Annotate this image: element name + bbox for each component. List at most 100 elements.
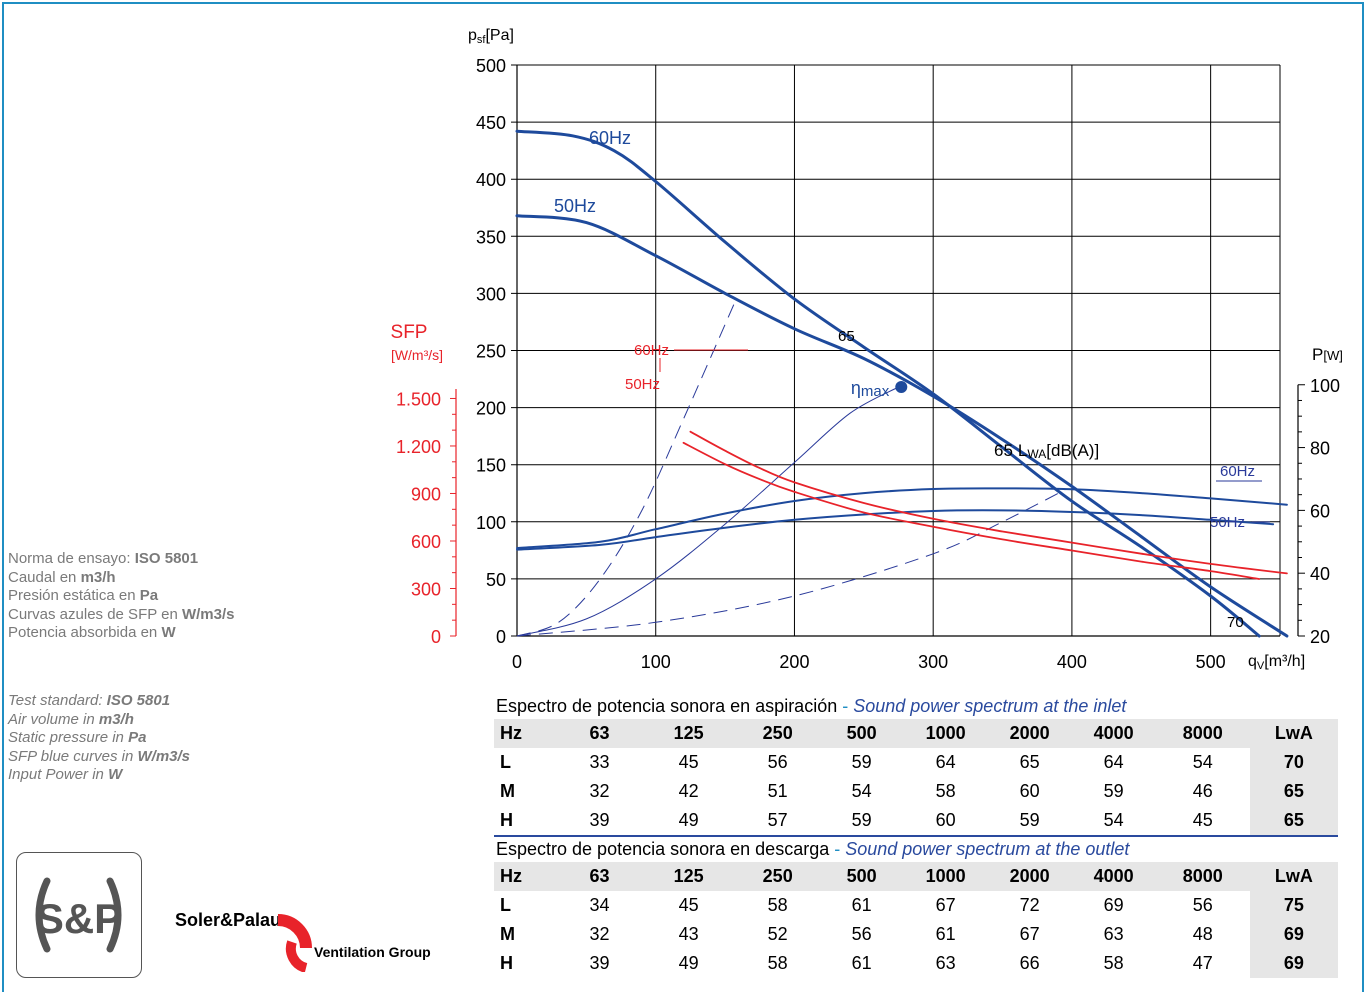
- outlet-lwa-cell: 69: [1249, 920, 1338, 949]
- y-tick-label: 100: [476, 513, 506, 533]
- power-60hz-label: 60Hz: [1220, 463, 1255, 480]
- sfp-curve-60hz: [689, 430, 1288, 575]
- outlet-row-label: L: [500, 895, 511, 915]
- outlet-header-cell: 250: [735, 862, 820, 891]
- lwa-label-sub: WA: [1027, 447, 1046, 461]
- lwa-label-unit: [dB(A)]: [1046, 441, 1099, 460]
- outlet-cell: 67: [1019, 924, 1040, 944]
- x-tick-label: 500: [1196, 652, 1226, 672]
- x-axis-label: qV[m³/h]: [1248, 653, 1305, 672]
- sfp-50hz-label: 50Hz: [625, 376, 660, 393]
- power-tick-label: 40: [1310, 564, 1330, 584]
- x-axis-label-unit: [m³/h]: [1264, 653, 1305, 670]
- outlet-cell: 34: [589, 895, 610, 915]
- y-tick-label: 0: [496, 627, 506, 647]
- sound-tables: Espectro de potencia sonora en aspiració…: [494, 694, 1338, 978]
- power-axis-label-main: P: [1312, 345, 1323, 364]
- power-axis-label: P[W]: [1312, 345, 1343, 364]
- inlet-cell: 57: [767, 810, 788, 830]
- outlet-title-en: Sound power spectrum at the outlet: [845, 839, 1130, 859]
- y-axis-label-unit: [Pa]: [485, 27, 513, 44]
- sfp-tick-label: 1.500: [396, 389, 441, 409]
- outlet-header-cell: 2000: [987, 862, 1072, 891]
- inlet-header-row: Hz 63 125 250 500 1000 2000 4000 8000 LwA: [494, 719, 1338, 748]
- lwa-label-70: 70: [1227, 614, 1244, 631]
- power-tick-label: 20: [1310, 627, 1330, 647]
- x-axis-label-main: q: [1248, 653, 1257, 670]
- inlet-header-cell: 125: [641, 719, 736, 748]
- x-tick-label: 400: [1057, 652, 1087, 672]
- y-tick-label: 400: [476, 170, 506, 190]
- outlet-cell: 39: [589, 953, 610, 973]
- outlet-cell: 63: [1103, 924, 1124, 944]
- inlet-cell: 51: [767, 781, 788, 801]
- outlet-cell: 72: [1019, 895, 1040, 915]
- inlet-header-cell: 4000: [1071, 719, 1156, 748]
- outlet-header-cell: LwA: [1249, 862, 1338, 891]
- outlet-cell: 47: [1192, 953, 1213, 973]
- eta-max-label: ηmax: [851, 378, 890, 400]
- outlet-lwa-cell: 75: [1249, 891, 1338, 920]
- eta-max-point: [895, 381, 908, 394]
- outlet-table: Hz 63 125 250 500 1000 2000 4000 8000 LwA L 34 45 58 6…: [494, 862, 1338, 978]
- inlet-cell: 54: [1192, 752, 1213, 772]
- inlet-row-label: L: [500, 752, 511, 772]
- x-tick-label: 300: [918, 652, 948, 672]
- outlet-row: M 32 43 52 56 61 67 63 48 69: [494, 920, 1338, 949]
- outlet-cell: 52: [767, 924, 788, 944]
- outlet-row: H 39 49 58 61 63 66 58 47 69: [494, 949, 1338, 978]
- inlet-lwa-cell: 70: [1249, 748, 1338, 777]
- inlet-cell: 54: [1103, 810, 1124, 830]
- inlet-cell: 45: [678, 752, 699, 772]
- notes-english: Test standard: ISO 5801 Air volume in m3…: [8, 692, 190, 785]
- pressure-curve-50hz: [515, 214, 1289, 638]
- outlet-cell: 43: [678, 924, 699, 944]
- power-tick-label: 100: [1310, 376, 1340, 396]
- outlet-header-cell: 8000: [1155, 862, 1250, 891]
- power-tick-label: 80: [1310, 439, 1330, 459]
- inlet-header-cell: 500: [819, 719, 904, 748]
- lwa-label-65-top: 65: [838, 328, 855, 345]
- inlet-row-label: H: [500, 810, 513, 830]
- brand-arc-icon: [277, 914, 312, 972]
- y-axis-label-main: p: [468, 27, 477, 44]
- sfp-axis-unit: [W/m³/s]: [391, 347, 443, 363]
- inlet-cell: 58: [935, 781, 956, 801]
- y-tick-label: 250: [476, 342, 506, 362]
- outlet-cell: 48: [1192, 924, 1213, 944]
- outlet-cell: 69: [1103, 895, 1124, 915]
- outlet-cell: 61: [851, 953, 872, 973]
- inlet-cell: 59: [851, 752, 872, 772]
- outlet-cell: 58: [767, 953, 788, 973]
- sfp-tick-label: 600: [411, 532, 441, 552]
- sfp-tick-label: 300: [411, 579, 441, 599]
- inlet-cell: 60: [935, 810, 956, 830]
- pressure-curve-60hz: [515, 129, 1261, 638]
- outlet-header-cell: 1000: [903, 862, 988, 891]
- inlet-row: M 32 42 51 54 58 60 59 46 65: [494, 777, 1338, 806]
- pressure-60hz-label: 60Hz: [589, 128, 631, 148]
- y-tick-label: 500: [476, 56, 506, 76]
- inlet-header-cell: 8000: [1155, 719, 1250, 748]
- y-tick-label: 200: [476, 399, 506, 419]
- system-curve: [516, 489, 1066, 637]
- y-axis-label-sub: sf: [477, 34, 487, 46]
- x-tick-label: 100: [641, 652, 671, 672]
- system-curve: [516, 386, 899, 637]
- pressure-50hz-label: 50Hz: [554, 196, 596, 216]
- y-tick-label: 300: [476, 284, 506, 304]
- outlet-header-cell: Hz: [494, 862, 558, 891]
- note-en-2: Static pressure in Pa: [8, 729, 147, 746]
- inlet-cell: 42: [678, 781, 699, 801]
- x-axis-label-sub: V: [1257, 660, 1265, 672]
- eta-symbol: η: [851, 378, 861, 398]
- inlet-cell: 46: [1192, 781, 1213, 801]
- inlet-cell: 64: [1103, 752, 1124, 772]
- outlet-cell: 67: [935, 895, 956, 915]
- sp-monogram-text: S&P: [36, 895, 122, 942]
- note-en-3: SFP blue curves in W/m3/s: [8, 747, 191, 765]
- y-tick-label: 450: [476, 113, 506, 133]
- note-en-0: Test standard: ISO 5801: [8, 692, 171, 709]
- outlet-title-es: Espectro de potencia sonora en descarga: [496, 839, 830, 859]
- outlet-header-cell: 500: [819, 862, 904, 891]
